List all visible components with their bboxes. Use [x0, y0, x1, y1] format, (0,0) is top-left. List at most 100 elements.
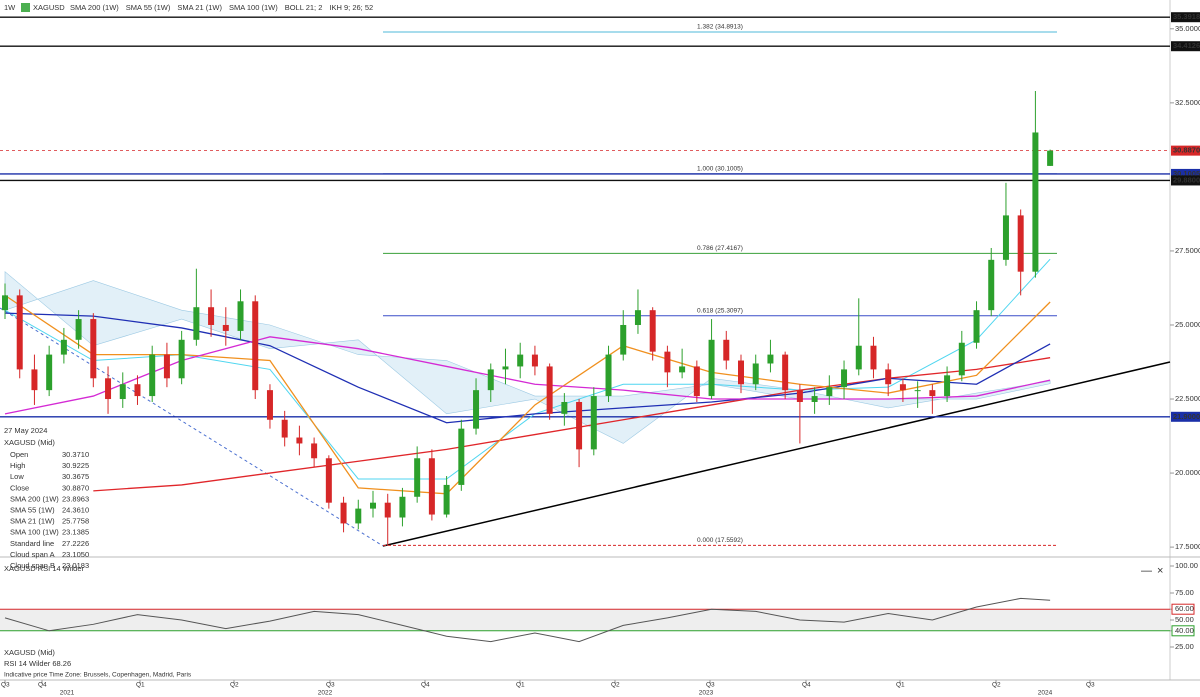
candle-body [576, 401, 583, 450]
rsi-tick-label: 40.00 [1175, 626, 1194, 635]
symbol: XAGUSD [33, 3, 65, 12]
candle-body [90, 319, 97, 379]
y-tick-label: 27.5000 [1175, 246, 1200, 255]
year-label: 2023 [699, 690, 714, 697]
info-value: 24.3610 [62, 505, 89, 514]
candle-body [561, 401, 568, 414]
candle-body [16, 295, 23, 370]
candle-body [487, 369, 494, 391]
candle-body [399, 496, 406, 518]
candle-body [384, 502, 391, 518]
candle-body [325, 458, 332, 503]
candle-body [296, 437, 303, 444]
info-value: 30.9225 [62, 461, 89, 470]
candle-body [796, 390, 803, 402]
candle-body [1017, 215, 1024, 272]
symbol-icon [21, 3, 30, 12]
quarter-label: Q1 [516, 682, 525, 689]
quarter-label: Q1 [896, 682, 905, 689]
quarter-label: Q4 [38, 682, 47, 689]
quarter-label: Q3 [1086, 682, 1095, 689]
candle-body [870, 345, 877, 370]
fib-label: 0.618 (25.3097) [697, 308, 743, 315]
candle-body [899, 384, 906, 391]
fib-label: 1.000 (30.1005) [697, 166, 743, 173]
quarter-label: Q3 [706, 682, 715, 689]
candle-body [163, 354, 170, 379]
info-date: 27 May 2024 [4, 426, 47, 435]
candle-body [2, 295, 8, 311]
candle-body [208, 307, 215, 325]
candle-body [605, 354, 612, 397]
y-tick-label: 32.5000 [1175, 98, 1200, 107]
fib-label: 0.000 (17.5592) [697, 537, 743, 544]
candle-body [929, 390, 936, 397]
rsi-line [4, 597, 1051, 643]
candle-body [340, 502, 347, 524]
candle-body [1002, 215, 1009, 260]
quarter-label: Q2 [230, 682, 239, 689]
rsi-tick-label: 75.00 [1175, 588, 1194, 597]
year-label: 2024 [1038, 690, 1053, 697]
rsi-tick-box [1171, 625, 1195, 637]
candle-body [841, 369, 848, 388]
legend-entry: SMA 100 (1W) [229, 3, 278, 12]
candle-body [60, 339, 67, 355]
candle-body [649, 310, 656, 352]
level-badge [1171, 145, 1200, 156]
info-value: 23.8963 [62, 494, 89, 503]
candle-body [752, 363, 759, 385]
level-label: 21.9000 [1173, 412, 1200, 421]
rsi-tick-label: 50.00 [1175, 615, 1194, 624]
legend: 1W XAGUSD [4, 3, 65, 12]
candle-body [1032, 132, 1039, 272]
candle-body [311, 443, 318, 459]
year-label: 2021 [60, 690, 75, 697]
interval: 1W [4, 3, 16, 12]
info-value: 27.2226 [62, 539, 89, 548]
fib-label: 1.382 (34.8913) [697, 24, 743, 31]
info-label: Cloud span A [10, 550, 55, 559]
info-label: High [10, 461, 25, 470]
candle-body [944, 375, 951, 397]
candle-body [958, 342, 965, 376]
legend-entry: SMA 200 (1W) [70, 3, 119, 12]
candle-body [738, 360, 744, 385]
footer-note: Indicative price Time Zone: Brussels, Co… [4, 672, 192, 679]
candle-body [914, 390, 921, 392]
y-tick-label: 35.0000 [1175, 24, 1200, 33]
quarter-label: Q2 [992, 682, 1001, 689]
level-badge [1171, 168, 1200, 179]
candle-body [178, 339, 185, 379]
trend-line-up [382, 361, 1171, 547]
candle-body [988, 259, 995, 311]
candle-body [252, 301, 259, 391]
candle-body [767, 354, 774, 364]
y-tick-label: 17.5000 [1175, 542, 1200, 551]
candle-body [531, 354, 538, 367]
info-value: 23.1050 [62, 550, 89, 559]
minimize-button[interactable]: — [1141, 565, 1152, 577]
level-badge [1171, 41, 1200, 52]
candle-body [31, 369, 38, 391]
candle-body [885, 369, 892, 385]
level-badge [1171, 175, 1200, 186]
close-button[interactable]: × [1157, 565, 1163, 577]
rsi-tick-label: 25.00 [1175, 642, 1194, 651]
candle-body [811, 396, 818, 402]
candle-body [826, 387, 833, 397]
rsi-footer-title: XAGUSD (Mid) [4, 648, 55, 657]
candle-body [266, 390, 273, 420]
level-badge [1171, 411, 1200, 422]
candle-body [664, 351, 671, 373]
level-label: 34.4126 [1173, 41, 1200, 50]
info-label: SMA 200 (1W) [10, 494, 59, 503]
info-label: SMA 100 (1W) [10, 528, 59, 537]
year-label: 2022 [318, 690, 333, 697]
candle-body [855, 345, 862, 370]
candle-body [634, 310, 641, 325]
info-value: 23.0183 [62, 561, 89, 570]
rsi-tick-label: 100.00 [1175, 561, 1198, 570]
